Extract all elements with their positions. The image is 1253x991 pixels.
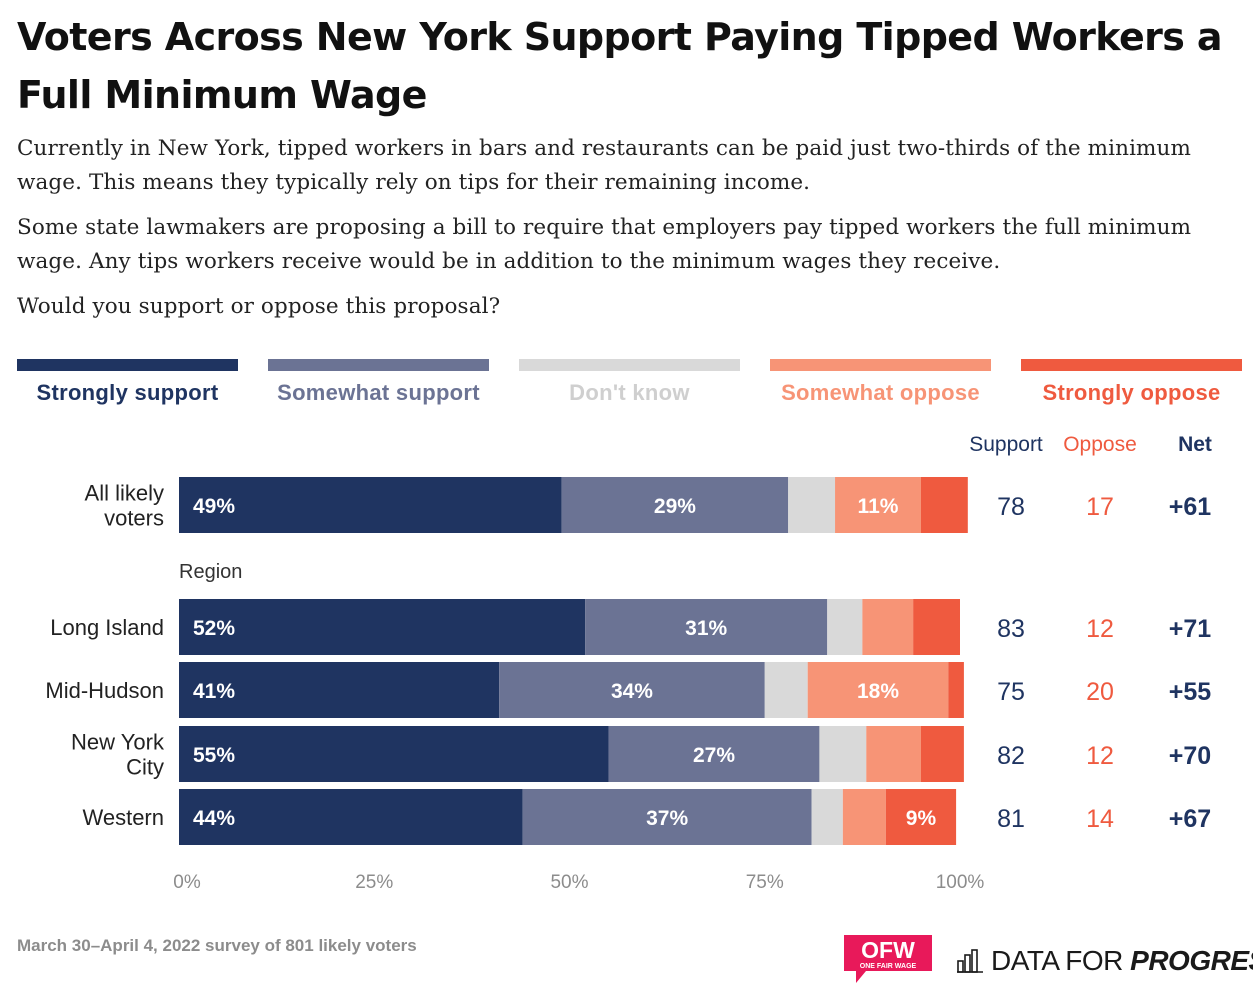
survey-footnote: March 30–April 4, 2022 survey of 801 lik…: [17, 936, 417, 955]
bar-segment: [179, 662, 500, 718]
x-tick-label: 75%: [746, 872, 784, 893]
support-value: 82: [997, 742, 1025, 770]
row-label: New York: [71, 730, 165, 755]
oppose-column-header: Oppose: [1063, 433, 1137, 456]
oppose-value: 12: [1086, 742, 1114, 770]
legend-swatch: [519, 359, 740, 371]
row-label: Long Island: [50, 615, 164, 640]
bar-segment: [948, 662, 964, 718]
data-label: 44%: [193, 807, 235, 830]
data-label: 9%: [906, 807, 937, 830]
bar-segment: [585, 599, 828, 655]
bar-segment: [819, 726, 867, 782]
bar-segment: [179, 789, 523, 845]
bar-segment: [835, 477, 921, 533]
bar-segment: [885, 789, 957, 845]
legend-item-dont-know: Don't know: [519, 359, 740, 406]
data-label: 31%: [685, 617, 727, 640]
support-value: 81: [997, 805, 1025, 833]
bar-segment: [913, 599, 960, 655]
net-value: +70: [1169, 742, 1211, 770]
x-tick-label: 100%: [936, 872, 985, 893]
bar-segment: [842, 789, 886, 845]
net-value: +71: [1169, 615, 1212, 643]
bar-segment: [179, 726, 609, 782]
row-label: Mid-Hudson: [45, 678, 164, 703]
oppose-value: 17: [1086, 493, 1114, 521]
chart-title: Voters Across New York Support Paying Ti…: [17, 15, 1223, 117]
legend-swatch: [1021, 359, 1242, 371]
x-tick-label: 25%: [355, 872, 393, 893]
support-value: 75: [997, 678, 1025, 706]
support-column-header: Support: [969, 433, 1043, 456]
ofw-logo-subtext: ONE FAIR WAGE: [860, 963, 917, 970]
bar-chart-icon: [957, 949, 983, 973]
data-label: 27%: [693, 744, 735, 767]
question-paragraph: Would you support or oppose this proposa…: [17, 294, 501, 319]
legend-swatch: [17, 359, 238, 371]
data-label: 11%: [858, 495, 899, 518]
oppose-value: 12: [1086, 615, 1114, 643]
legend-item-somewhat-support: Somewhat support: [268, 359, 489, 406]
net-value: +67: [1169, 805, 1211, 833]
bar-segment: [807, 662, 949, 718]
x-tick-label: 50%: [550, 872, 588, 893]
one-fair-wage-logo: OFW ONE FAIR WAGE: [844, 935, 932, 983]
legend-label: Don't know: [569, 380, 690, 405]
legend-label: Strongly oppose: [1042, 380, 1221, 405]
ofw-logo-text: OFW: [861, 937, 915, 963]
bar-segment: [764, 662, 808, 718]
net-column-header: Net: [1178, 433, 1212, 456]
legend-label: Strongly support: [36, 380, 219, 405]
bar-segment: [827, 599, 863, 655]
bar-segment: [179, 599, 586, 655]
legend: Strongly support Somewhat support Don't …: [17, 359, 1242, 419]
bar-segment: [866, 726, 921, 782]
bar-segment: [179, 477, 562, 533]
bar-segment: [788, 477, 836, 533]
ofw-speech-bubble: [844, 935, 932, 983]
bar-segment: [920, 477, 968, 533]
row-label: Western: [82, 805, 164, 830]
dfp-logo-text: DATA FOR PROGRESS: [991, 945, 1253, 976]
row-label: voters: [104, 506, 164, 531]
data-label: 52%: [193, 617, 235, 640]
net-value: +61: [1169, 493, 1212, 521]
support-value: 78: [997, 493, 1025, 521]
legend-label: Somewhat support: [277, 380, 480, 405]
data-for-progress-logo: DATA FOR PROGRESS: [957, 943, 1253, 979]
bar-segment: [862, 599, 914, 655]
x-tick-label: 0%: [173, 872, 201, 893]
oppose-value: 14: [1086, 805, 1114, 833]
legend-label: Somewhat oppose: [781, 380, 980, 405]
bar-segment: [811, 789, 843, 845]
row-label: City: [126, 755, 164, 780]
data-label: 29%: [654, 495, 696, 518]
data-label: 34%: [611, 680, 653, 703]
bar-segment: [608, 726, 820, 782]
legend-item-somewhat-oppose: Somewhat oppose: [770, 359, 991, 406]
data-label: 55%: [193, 744, 235, 767]
data-label: 41%: [193, 680, 235, 703]
legend-swatch: [770, 359, 991, 371]
bar-segment: [920, 726, 964, 782]
bar-segment: [499, 662, 765, 718]
data-label: 18%: [857, 680, 899, 703]
legend-item-strongly-support: Strongly support: [17, 359, 238, 406]
bar-segment: [561, 477, 789, 533]
data-label: 49%: [193, 495, 235, 518]
support-value: 83: [997, 615, 1025, 643]
group-label: Region: [179, 561, 242, 583]
legend-item-strongly-oppose: Strongly oppose: [1021, 359, 1242, 406]
proposal-paragraph: Some state lawmakers are proposing a bil…: [17, 215, 1192, 274]
bar-segment: [522, 789, 812, 845]
net-value: +55: [1169, 678, 1212, 706]
legend-swatch: [268, 359, 489, 371]
data-label: 37%: [646, 807, 688, 830]
row-label: All likely: [85, 481, 164, 506]
intro-paragraph: Currently in New York, tipped workers in…: [17, 136, 1191, 195]
oppose-value: 20: [1086, 678, 1114, 706]
